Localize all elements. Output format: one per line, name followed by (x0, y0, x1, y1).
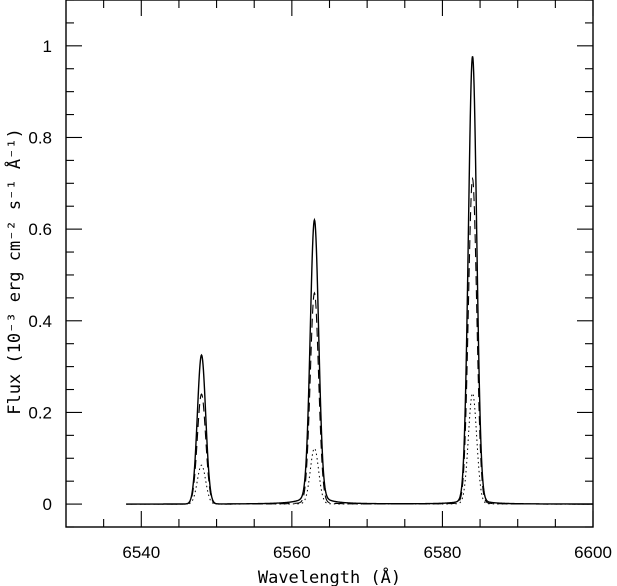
y-tick-label: 0.8 (28, 128, 52, 147)
x-tick-label: 6560 (273, 543, 311, 562)
x-tick-label: 6580 (424, 543, 462, 562)
y-tick-label: 0 (43, 495, 52, 514)
series-line-dashed (126, 176, 593, 505)
series-lines (126, 56, 593, 505)
y-tick-label: 0.2 (28, 403, 52, 422)
plot-area-border (65, 0, 594, 528)
plot-frame (65, 0, 594, 528)
axis-tick-labels: 6540 6560 6580 6600 0 0.2 0.4 0.6 0.8 1 (28, 37, 612, 562)
x-axis-label: Wavelength (Å) (258, 566, 401, 586)
y-axis-label: Flux (10⁻³ erg cm⁻² s⁻¹ Å⁻¹) (3, 128, 25, 415)
series-line-dotted (126, 392, 593, 505)
y-tick-label: 0.6 (28, 220, 52, 239)
y-tick-label: 1 (43, 37, 52, 56)
x-tick-label: 6600 (574, 543, 612, 562)
series-line-solid (126, 56, 593, 505)
y-tick-label: 0.4 (28, 312, 52, 331)
x-tick-label: 6540 (122, 543, 160, 562)
axis-ticks (66, 0, 594, 528)
